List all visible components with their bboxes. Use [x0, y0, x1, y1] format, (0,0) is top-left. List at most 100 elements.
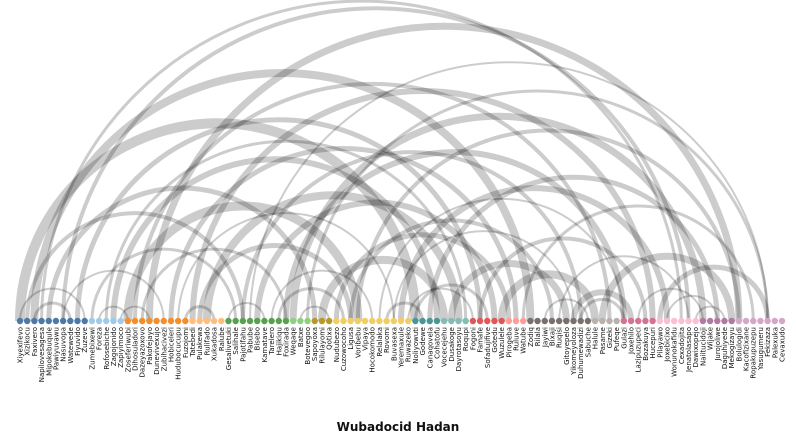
link-arc: [543, 298, 589, 322]
node-dot: [627, 317, 635, 325]
node-dot: [706, 317, 714, 325]
node-label: Dayrotasoyu: [455, 327, 463, 371]
node-label: Mekogizayu: [728, 327, 736, 368]
link-arc: [657, 264, 771, 322]
links-layer: [15, 0, 771, 322]
node-dot: [189, 317, 196, 325]
node-label: Yasugumeru: [757, 327, 765, 371]
node-dot: [649, 317, 656, 325]
node-label: Jurojoliwe: [714, 327, 722, 362]
node-label: Joxehilo: [628, 327, 636, 355]
link-arc: [145, 22, 743, 322]
node-label: Voribebu: [354, 327, 362, 358]
node-dot: [534, 317, 541, 325]
node-label: Cevaxudo: [779, 327, 787, 362]
node-label: Pakofejayo: [146, 327, 154, 365]
node-dot: [146, 317, 153, 325]
node-dot: [333, 317, 340, 325]
node-dot: [67, 317, 74, 325]
node-dot: [462, 317, 469, 325]
node-label: Zuzeve: [81, 327, 89, 353]
node-dot: [642, 317, 649, 325]
node-dot: [369, 317, 376, 325]
node-label: Watube: [520, 327, 528, 354]
node-dot: [153, 317, 160, 325]
node-dot: [311, 317, 318, 325]
node-dot: [419, 317, 426, 325]
link-arc: [104, 139, 468, 322]
node-label: Gotedu: [491, 327, 499, 353]
node-dot: [52, 317, 60, 325]
node-dot: [383, 317, 390, 325]
node-label: Kamatave: [261, 327, 269, 362]
node-dot: [520, 317, 527, 325]
node-label: Cohatofu: [433, 327, 441, 359]
node-dot: [563, 317, 570, 325]
node-dot: [757, 317, 764, 325]
node-label: Relalaka: [376, 327, 384, 357]
node-label: Wonunokafidu: [671, 327, 679, 377]
node-dot: [218, 317, 225, 325]
node-label: Botevegoo: [304, 327, 312, 365]
node-dot: [289, 317, 297, 325]
node-dot: [656, 317, 663, 325]
node-label: Pabube: [247, 327, 255, 353]
link-arc: [521, 204, 755, 322]
node-dot: [476, 317, 484, 325]
node-label: Hucepuri: [649, 327, 657, 359]
node-dot: [484, 317, 491, 325]
node-label: Yikomeyoloza: [570, 327, 578, 376]
node-label: Ruqisi: [556, 327, 564, 348]
node-dot: [254, 317, 261, 325]
node-dot: [555, 317, 563, 325]
link-arc: [123, 201, 363, 322]
node-dot: [778, 317, 786, 325]
node-label: Canaqovela: [426, 327, 434, 368]
node-label: Foxirada: [282, 327, 290, 357]
node-dot: [117, 317, 124, 325]
node-label: Foreza: [96, 327, 104, 350]
link-arc: [140, 247, 288, 322]
link-arc: [497, 270, 600, 322]
node-label: Tarelero: [268, 327, 276, 356]
node-dot: [210, 317, 218, 325]
node-dot: [174, 317, 182, 325]
node-label: Naiitucidoji: [699, 327, 707, 366]
link-arc: [254, 199, 498, 322]
node-label: Jayiwi: [541, 327, 549, 348]
link-arc: [270, 269, 374, 322]
link-arc: [30, 68, 535, 322]
node-dot: [268, 317, 275, 325]
node-dot: [670, 317, 678, 325]
link-arc: [317, 256, 449, 322]
node-dot: [599, 317, 606, 325]
node-dot: [491, 317, 498, 325]
node-dot: [31, 317, 38, 325]
node-dot: [397, 317, 405, 325]
node-label: Jenatolasapo: [685, 327, 693, 373]
node-label: Gesalivetuki: [225, 327, 233, 370]
node-label: Fogoni: [469, 327, 477, 350]
node-label: Hajikiqu: [275, 327, 283, 355]
node-dot: [735, 317, 743, 325]
link-arc: [133, 81, 612, 322]
node-label: Kacofizixane: [743, 327, 751, 371]
link-arc: [189, 87, 656, 322]
node-dot: [498, 317, 505, 325]
node-dot: [239, 317, 247, 325]
node-dot: [95, 317, 103, 325]
node-label: Ruwazeko: [405, 327, 413, 362]
node-label: Vocecejehu: [441, 327, 449, 367]
node-dot: [584, 317, 592, 325]
link-arc: [355, 128, 741, 322]
link-arc: [40, 0, 683, 322]
node-label: Ligusa: [347, 327, 355, 350]
node-dot: [613, 317, 620, 325]
link-arc: [119, 305, 151, 322]
link-arc: [570, 289, 635, 322]
node-label: Lazipuzupeci: [635, 327, 643, 372]
node-label: Pasame: [599, 327, 607, 354]
link-arc: [637, 287, 704, 322]
node-dot: [110, 317, 117, 325]
node-dot: [685, 317, 692, 325]
